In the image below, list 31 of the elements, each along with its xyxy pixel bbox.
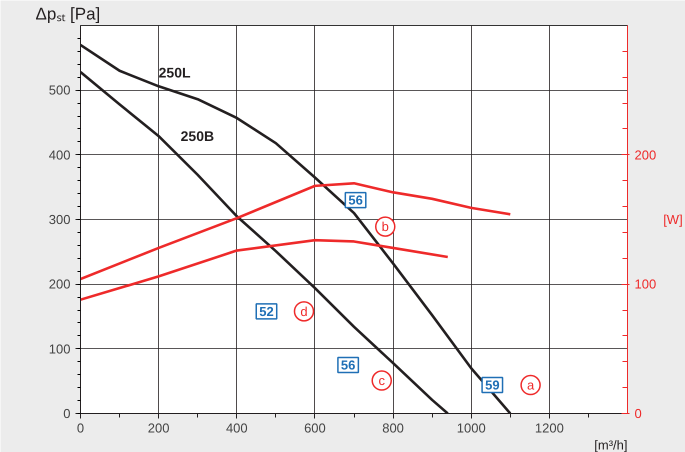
- x-tick-label: 400: [226, 420, 248, 436]
- annotation: 59: [485, 378, 500, 393]
- y-tick-label: 0: [63, 406, 71, 421]
- annotation: b: [382, 219, 389, 234]
- annotation: c: [378, 373, 386, 388]
- annotation: d: [300, 304, 308, 319]
- annotation: 56: [348, 192, 363, 208]
- y2-axis-title: [W]: [663, 212, 683, 227]
- y-tick-label: 300: [48, 212, 71, 227]
- y-axis-title: Δpₛₜ [Pa]: [36, 4, 100, 24]
- x-tick-label: 200: [148, 420, 170, 436]
- y-tick-label: 100: [48, 341, 71, 356]
- y2-tick-label: 200: [634, 147, 656, 162]
- y2-tick-label: 0: [634, 406, 642, 421]
- y-tick-label: 400: [48, 147, 71, 162]
- annotation: a: [526, 378, 535, 393]
- series-label: 250L: [158, 64, 191, 80]
- x-tick-label: 0: [76, 420, 84, 436]
- x-tick-label: 600: [304, 420, 326, 436]
- y-tick-label: 200: [48, 276, 71, 292]
- line-series: [80, 238, 450, 301]
- line-series: [80, 182, 512, 280]
- annotation: 56: [340, 358, 356, 372]
- x-axis-title: [m³/h]: [594, 438, 628, 452]
- x-tick-label: 1000: [456, 420, 486, 436]
- x-tick-label: 800: [382, 420, 404, 436]
- x-tick-label: 1200: [534, 420, 564, 436]
- annotation: 52: [259, 304, 274, 319]
- y2-tick-label: 100: [634, 276, 656, 292]
- y-tick-label: 500: [48, 82, 71, 98]
- series-label: 250B: [180, 128, 214, 144]
